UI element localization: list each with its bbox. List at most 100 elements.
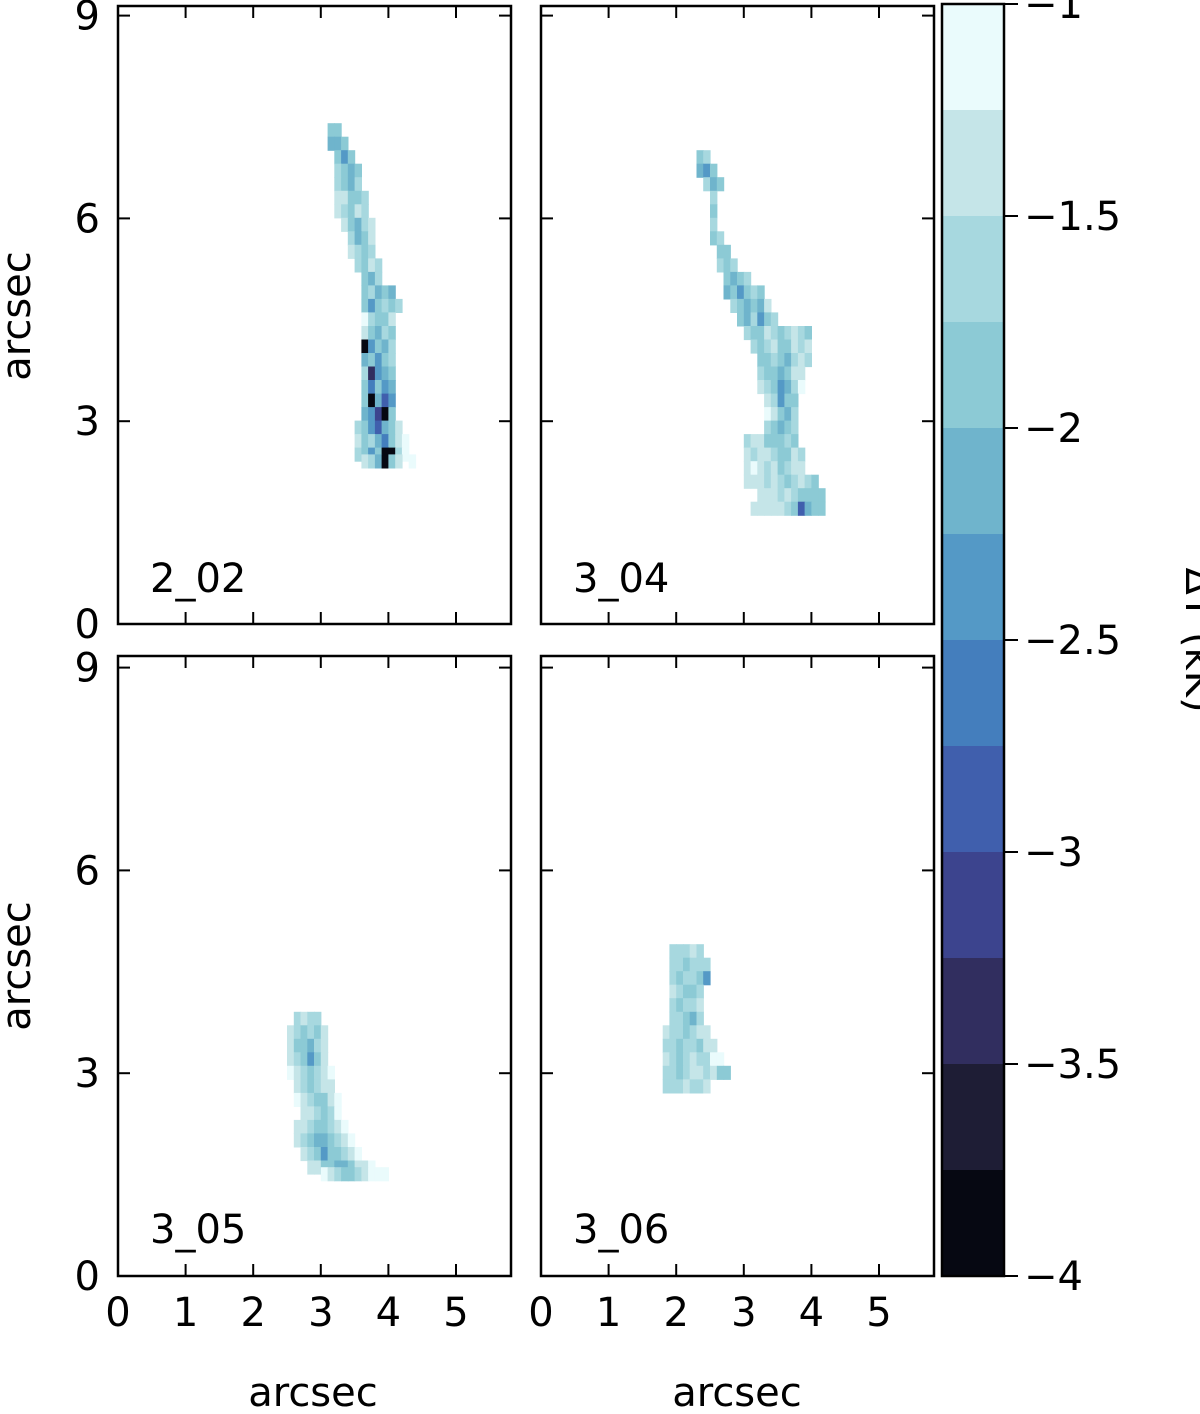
heatmap-cell <box>784 501 792 516</box>
heatmap-cell <box>361 326 369 341</box>
heatmap-cell <box>347 217 356 232</box>
heatmap-cell <box>764 407 772 422</box>
heatmap-cell <box>361 353 369 368</box>
heatmap-cell <box>361 298 369 313</box>
heatmap-cell <box>791 488 799 503</box>
heatmap-cell <box>764 353 772 368</box>
panel-3-04-label: 3_04 <box>573 556 669 602</box>
heatmap-cell <box>381 326 389 341</box>
heatmap-cell <box>300 1038 308 1053</box>
heatmap-cell <box>388 366 396 381</box>
heatmap-cell <box>743 312 752 327</box>
panel-3-06-label: 3_06 <box>573 1207 669 1253</box>
heatmap-cell <box>696 998 704 1013</box>
heatmap-cell <box>716 244 725 259</box>
colorbar-level <box>942 534 1004 641</box>
heatmap-cell <box>300 1052 308 1067</box>
heatmap-cell <box>354 1147 362 1162</box>
heatmap-cell <box>757 285 765 300</box>
heatmap-cell <box>401 434 410 449</box>
heatmap-cell <box>314 1133 322 1148</box>
heatmap-cell <box>750 285 758 300</box>
heatmap-cell <box>300 1119 308 1134</box>
x-tick-label: 0 <box>528 1290 553 1336</box>
heatmap-cell <box>710 1038 718 1053</box>
heatmap-cell <box>293 1119 302 1134</box>
heatmap-cell <box>730 271 738 286</box>
x-tick-label: 3 <box>308 1290 333 1336</box>
heatmap-cell <box>327 1065 335 1080</box>
heatmap-cell <box>696 1052 704 1067</box>
colorbar-tick-label: −4 <box>1024 1254 1083 1300</box>
heatmap-cell <box>341 163 349 178</box>
heatmap-cell <box>750 447 758 462</box>
heatmap-cell <box>388 420 396 435</box>
heatmap-cell <box>361 271 369 286</box>
heatmap-cell <box>307 1038 315 1053</box>
heatmap-cell <box>818 501 826 516</box>
heatmap-cell <box>750 501 758 516</box>
heatmap-cell <box>669 944 677 959</box>
panel-3-05: 3_05 <box>116 654 513 1278</box>
heatmap-cell <box>307 1025 315 1040</box>
heatmap-cell <box>797 380 806 395</box>
heatmap-cell <box>777 501 785 516</box>
panel-3-06: 3_06 <box>539 654 936 1278</box>
heatmap-cell <box>368 366 376 381</box>
heatmap-cell <box>388 380 396 395</box>
panel-2-02-cells <box>327 123 417 469</box>
heatmap-cell <box>361 380 369 395</box>
heatmap-cell <box>347 244 356 259</box>
heatmap-cell <box>320 1065 329 1080</box>
heatmap-cell <box>777 393 785 408</box>
heatmap-cell <box>750 434 758 449</box>
heatmap-cell <box>341 1167 349 1182</box>
heatmap-cell <box>804 326 812 341</box>
heatmap-cell <box>791 420 799 435</box>
heatmap-cell <box>804 488 812 503</box>
heatmap-cell <box>710 163 718 178</box>
heatmap-cell <box>368 258 376 273</box>
heatmap-cell <box>307 1092 315 1107</box>
heatmap-cell <box>669 957 677 972</box>
panel-2-02-frame <box>116 4 513 626</box>
heatmap-cell <box>676 944 684 959</box>
heatmap-cell <box>347 231 356 246</box>
heatmap-cell <box>710 217 718 232</box>
heatmap-cell <box>770 474 779 489</box>
heatmap-cell <box>341 190 349 205</box>
colorbar-level <box>942 110 1004 217</box>
heatmap-cell <box>395 420 403 435</box>
heatmap-cell <box>334 163 342 178</box>
heatmap-cell <box>374 434 383 449</box>
heatmap-cell <box>784 326 792 341</box>
heatmap-cell <box>716 1065 725 1080</box>
heatmap-cell <box>777 488 785 503</box>
heatmap-cell <box>723 1065 731 1080</box>
heatmap-cell <box>683 971 691 986</box>
x-tick-label: 1 <box>173 1290 198 1336</box>
heatmap-cell <box>669 1052 677 1067</box>
heatmap-cell <box>811 488 819 503</box>
heatmap-cell <box>334 1147 342 1162</box>
heatmap-cell <box>777 380 785 395</box>
heatmap-cell <box>368 339 376 354</box>
colorbar-tick-label: −3.5 <box>1024 1042 1121 1088</box>
heatmap-cell <box>327 136 335 151</box>
heatmap-cell <box>757 339 765 354</box>
heatmap-cell <box>723 285 731 300</box>
heatmap-cell <box>388 326 396 341</box>
heatmap-cell <box>669 971 677 986</box>
heatmap-cell <box>676 984 684 999</box>
heatmap-cell <box>374 353 383 368</box>
heatmap-cell <box>381 353 389 368</box>
heatmap-cell <box>764 447 772 462</box>
heatmap-cell <box>374 393 383 408</box>
heatmap-cell <box>374 258 383 273</box>
heatmap-cell <box>710 1065 718 1080</box>
heatmap-cell <box>381 407 389 422</box>
heatmap-cell <box>757 447 765 462</box>
heatmap-cell <box>354 204 362 219</box>
heatmap-cell <box>300 1079 308 1094</box>
heatmap-cell <box>791 501 799 516</box>
